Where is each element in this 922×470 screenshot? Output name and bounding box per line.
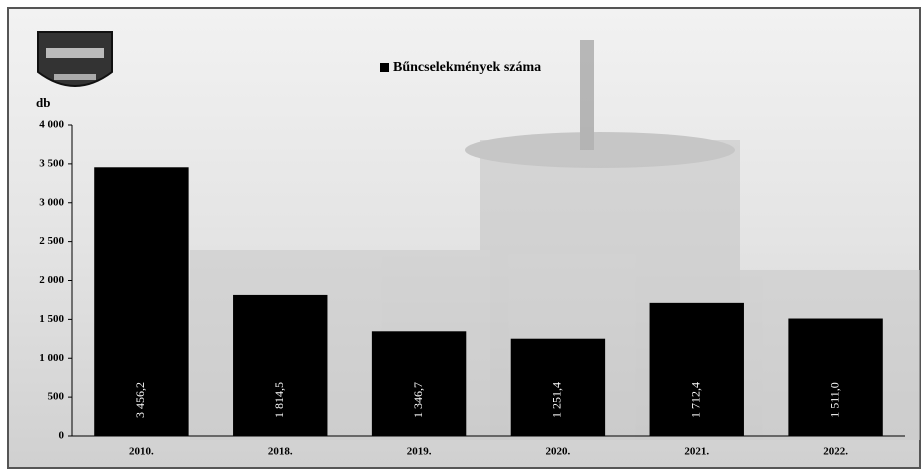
- x-tick-label: 2018.: [268, 446, 293, 458]
- value-label: 1 511,0: [827, 382, 841, 418]
- value-label: 1 814,5: [272, 382, 286, 418]
- bar: [94, 167, 189, 436]
- value-label: 1 346,7: [411, 382, 425, 418]
- y-axis-label: db: [36, 95, 50, 110]
- y-tick-label: 3 500: [39, 157, 64, 169]
- y-tick-label: 2 500: [39, 235, 64, 247]
- bar: [233, 294, 328, 436]
- y-tick-label: 1 000: [39, 352, 64, 364]
- value-label: 1 251,4: [550, 382, 564, 418]
- bar: [371, 331, 467, 436]
- bar: [788, 318, 883, 436]
- bar: [510, 338, 606, 436]
- legend-label: Bűncselekmények száma: [393, 60, 541, 75]
- x-tick-label: 2022.: [823, 446, 848, 458]
- bar: [649, 302, 744, 436]
- y-tick-label: 3 000: [39, 196, 64, 208]
- logo: [37, 31, 113, 87]
- legend-swatch: [380, 63, 389, 72]
- y-tick-label: 500: [48, 391, 65, 403]
- value-label: 3 456,2: [133, 382, 147, 418]
- y-tick-label: 0: [59, 430, 65, 442]
- y-tick-label: 4 000: [39, 119, 64, 131]
- x-tick-label: 2021.: [684, 446, 709, 458]
- x-tick-label: 2020.: [546, 446, 571, 458]
- y-tick-label: 2 000: [39, 274, 64, 286]
- y-tick-label: 1 500: [39, 313, 64, 325]
- legend: Bűncselekmények száma: [380, 60, 541, 75]
- value-label: 1 712,4: [689, 382, 703, 418]
- x-tick-label: 2010.: [129, 446, 154, 458]
- x-tick-label: 2019.: [407, 446, 432, 458]
